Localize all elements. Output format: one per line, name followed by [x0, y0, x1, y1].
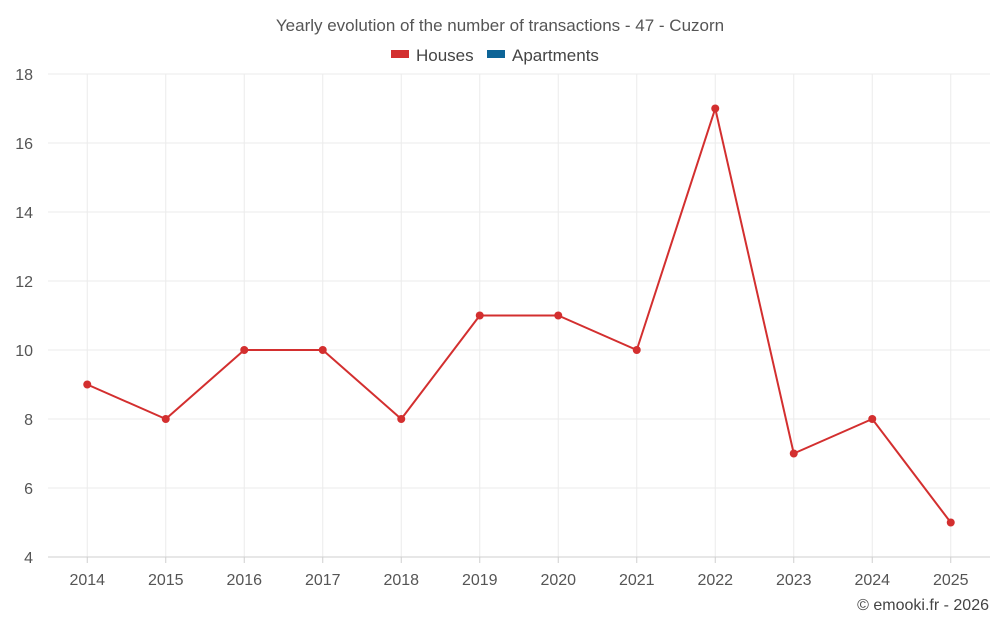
y-tick-label: 10 [15, 343, 33, 360]
data-point-houses[interactable] [946, 518, 955, 527]
series-layer [83, 104, 955, 527]
data-point-houses[interactable] [240, 346, 249, 354]
x-tick-label: 2020 [540, 572, 576, 589]
data-point-houses[interactable] [789, 449, 798, 458]
x-tick-label: 2025 [933, 572, 969, 589]
x-tick-label: 2021 [619, 572, 655, 589]
data-point-houses[interactable] [711, 104, 720, 113]
y-tick-label: 18 [15, 67, 33, 84]
y-tick-label: 14 [15, 205, 33, 222]
y-tick-label: 6 [24, 481, 33, 498]
y-tick-label: 12 [15, 274, 33, 291]
x-tick-label: 2023 [776, 572, 812, 589]
data-point-houses[interactable] [318, 346, 327, 354]
data-point-houses[interactable] [83, 380, 92, 389]
x-tick-label: 2022 [697, 572, 733, 589]
credit-text: © emooki.fr - 2026 [857, 597, 989, 614]
legend-swatch-houses[interactable] [391, 50, 409, 58]
x-tick-label: 2014 [69, 572, 105, 589]
series-line-houses [86, 107, 952, 524]
legend-label-apartments[interactable]: Apartments [512, 46, 599, 65]
data-point-houses[interactable] [475, 311, 484, 320]
data-point-houses[interactable] [868, 415, 877, 423]
x-tick-label: 2017 [305, 572, 341, 589]
y-tick-label: 4 [24, 550, 33, 567]
x-tick-label: 2015 [148, 572, 184, 589]
axes: 4 6 8 10 12 14 16 18 2014 2015 2016 2017 2018 2019 202… [15, 67, 990, 589]
legend-label-houses[interactable]: Houses [416, 46, 474, 65]
legend-swatch-apartments[interactable] [487, 50, 505, 58]
data-point-houses[interactable] [397, 415, 406, 423]
x-tick-label: 2018 [383, 572, 419, 589]
data-point-houses[interactable] [554, 311, 563, 320]
y-tick-label: 8 [24, 412, 33, 429]
legend: Houses Apartments [391, 46, 599, 65]
data-point-houses[interactable] [632, 346, 641, 354]
y-tick-label: 16 [15, 136, 33, 153]
x-tick-label: 2019 [462, 572, 498, 589]
x-tick-label: 2016 [226, 572, 262, 589]
chart-title: Yearly evolution of the number of transa… [276, 16, 724, 35]
data-point-houses[interactable] [161, 415, 170, 423]
x-tick-label: 2024 [854, 572, 890, 589]
